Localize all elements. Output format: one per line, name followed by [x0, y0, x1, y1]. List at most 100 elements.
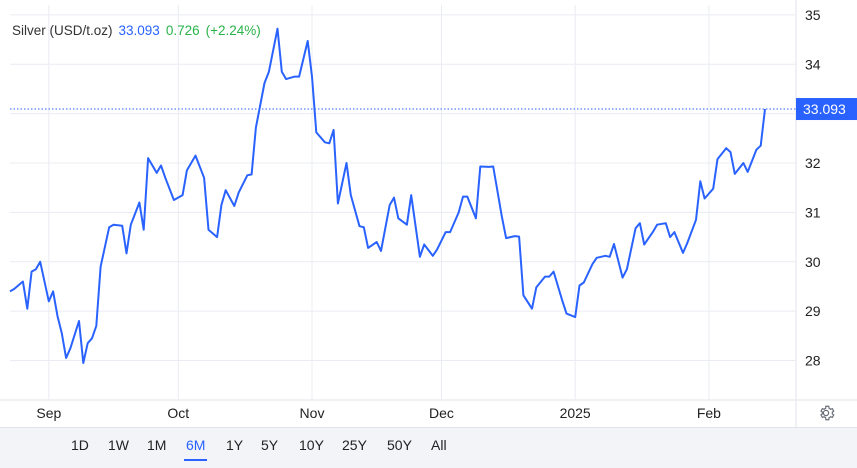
- data-point: [397, 217, 399, 219]
- data-point: [574, 316, 576, 318]
- data-point: [613, 243, 615, 245]
- data-point: [195, 155, 197, 157]
- data-point: [350, 194, 352, 196]
- data-point: [238, 192, 240, 194]
- data-point: [475, 217, 477, 219]
- y-tick-label: 35: [805, 7, 821, 23]
- range-button-1w[interactable]: 1W: [108, 437, 129, 453]
- data-point: [566, 313, 568, 315]
- data-point: [156, 172, 158, 174]
- data-point: [82, 362, 84, 364]
- range-button-1d[interactable]: 1D: [71, 437, 89, 453]
- data-point: [436, 248, 438, 250]
- data-point: [48, 300, 50, 302]
- data-point: [561, 299, 563, 301]
- data-point: [406, 224, 408, 226]
- data-point: [652, 231, 654, 233]
- data-point: [462, 196, 464, 198]
- data-point: [553, 271, 555, 273]
- data-point: [505, 237, 507, 239]
- data-point: [108, 226, 110, 228]
- range-button-all[interactable]: All: [431, 437, 447, 453]
- data-point: [307, 40, 309, 42]
- y-tick-label: 31: [805, 204, 821, 220]
- data-point: [643, 243, 645, 245]
- data-point: [324, 141, 326, 143]
- data-point: [548, 276, 550, 278]
- data-point: [699, 180, 701, 182]
- series-line-silver: [9, 27, 766, 364]
- data-point: [376, 241, 378, 243]
- data-point: [747, 171, 749, 173]
- data-point: [186, 169, 188, 171]
- range-button-1m[interactable]: 1M: [147, 437, 167, 453]
- gear-icon[interactable]: [817, 404, 835, 422]
- range-button-10y[interactable]: 10Y: [299, 437, 324, 453]
- axis-layer: 3534333231302928SepOctNovDec2025Feb: [36, 7, 820, 421]
- data-point: [725, 147, 727, 149]
- data-point: [358, 225, 360, 227]
- data-point: [121, 225, 123, 227]
- data-point: [220, 204, 222, 206]
- data-point: [315, 131, 317, 133]
- data-point: [26, 308, 28, 310]
- range-button-25y[interactable]: 25Y: [342, 437, 367, 453]
- data-point: [686, 242, 688, 244]
- data-point: [695, 219, 697, 221]
- legend-change-percent: (+2.24%): [205, 23, 261, 38]
- data-point: [207, 229, 209, 231]
- range-button-6m[interactable]: 6M: [184, 437, 208, 461]
- data-point: [56, 315, 58, 317]
- data-point: [704, 198, 706, 200]
- data-point: [764, 108, 766, 110]
- data-point: [61, 332, 63, 334]
- data-point: [39, 261, 41, 263]
- data-point: [87, 342, 89, 344]
- data-point: [100, 266, 102, 268]
- x-tick-label: Oct: [167, 405, 189, 421]
- data-point: [578, 284, 580, 286]
- data-point: [734, 173, 736, 175]
- data-point: [328, 142, 330, 144]
- data-point: [255, 126, 257, 128]
- data-point: [311, 76, 313, 78]
- data-point: [514, 235, 516, 237]
- data-point: [531, 308, 533, 310]
- price-chart[interactable]: 3534333231302928SepOctNovDec2025Feb 33.0…: [0, 0, 857, 427]
- data-point: [281, 71, 283, 73]
- data-point: [389, 204, 391, 206]
- range-button-5y[interactable]: 5Y: [261, 437, 279, 453]
- range-button-1y[interactable]: 1Y: [226, 437, 244, 453]
- y-tick-label: 32: [805, 155, 821, 171]
- legend-instrument-name: Silver (USD/t.oz): [12, 23, 113, 38]
- data-point: [125, 252, 127, 254]
- data-point: [604, 255, 606, 257]
- data-point: [35, 268, 37, 270]
- data-point: [337, 202, 339, 204]
- data-point: [479, 165, 481, 167]
- legend-price: 33.093: [118, 23, 160, 38]
- data-point: [393, 197, 395, 199]
- x-tick-label: Feb: [697, 405, 721, 421]
- data-point: [268, 71, 270, 73]
- data-point: [173, 199, 175, 201]
- data-point: [656, 224, 658, 226]
- x-tick-label: 2025: [560, 405, 591, 421]
- data-point: [367, 247, 369, 249]
- data-point: [95, 325, 97, 327]
- data-point: [673, 231, 675, 233]
- chart-legend: Silver (USD/t.oz) 33.093 0.726 (+2.24%): [12, 23, 267, 38]
- data-point: [458, 211, 460, 213]
- range-button-50y[interactable]: 50Y: [387, 437, 412, 453]
- data-point: [285, 78, 287, 80]
- data-point: [246, 174, 248, 176]
- data-point: [669, 236, 671, 238]
- data-point: [622, 277, 624, 279]
- x-tick-label: Dec: [429, 405, 454, 421]
- data-point: [488, 166, 490, 168]
- data-point: [591, 263, 593, 265]
- data-point: [138, 202, 140, 204]
- data-point: [535, 286, 537, 288]
- data-point: [31, 271, 33, 273]
- data-point: [182, 194, 184, 196]
